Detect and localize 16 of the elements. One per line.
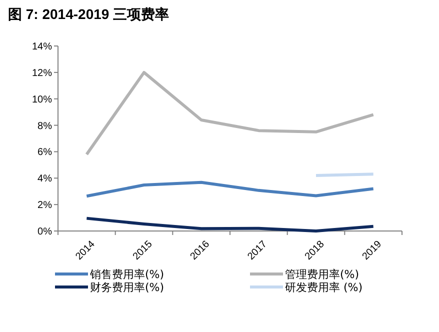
legend-label: 销售费用率(%)	[89, 268, 164, 281]
y-tick-label: 2%	[38, 200, 52, 212]
y-tick-label: 6%	[38, 147, 52, 158]
line-series	[85, 70, 375, 156]
y-tick-label: 14%	[32, 42, 52, 52]
y-tick-label: 8%	[38, 120, 52, 132]
y-tick-label: 10%	[32, 94, 52, 106]
chart-title: 图 7: 2014-2019 三项费率	[8, 6, 170, 22]
line-series	[85, 180, 375, 198]
legend-label: 财务费用率(%)	[90, 281, 164, 294]
y-tick-label: 4%	[38, 174, 52, 185]
line-series	[85, 216, 375, 232]
legend-label: 管理费用率(%)	[285, 268, 360, 281]
y-tick-label: 12%	[32, 68, 52, 79]
y-tick-label: 0%	[38, 226, 52, 238]
legend-label: 研发费用率 (%)	[285, 281, 363, 294]
